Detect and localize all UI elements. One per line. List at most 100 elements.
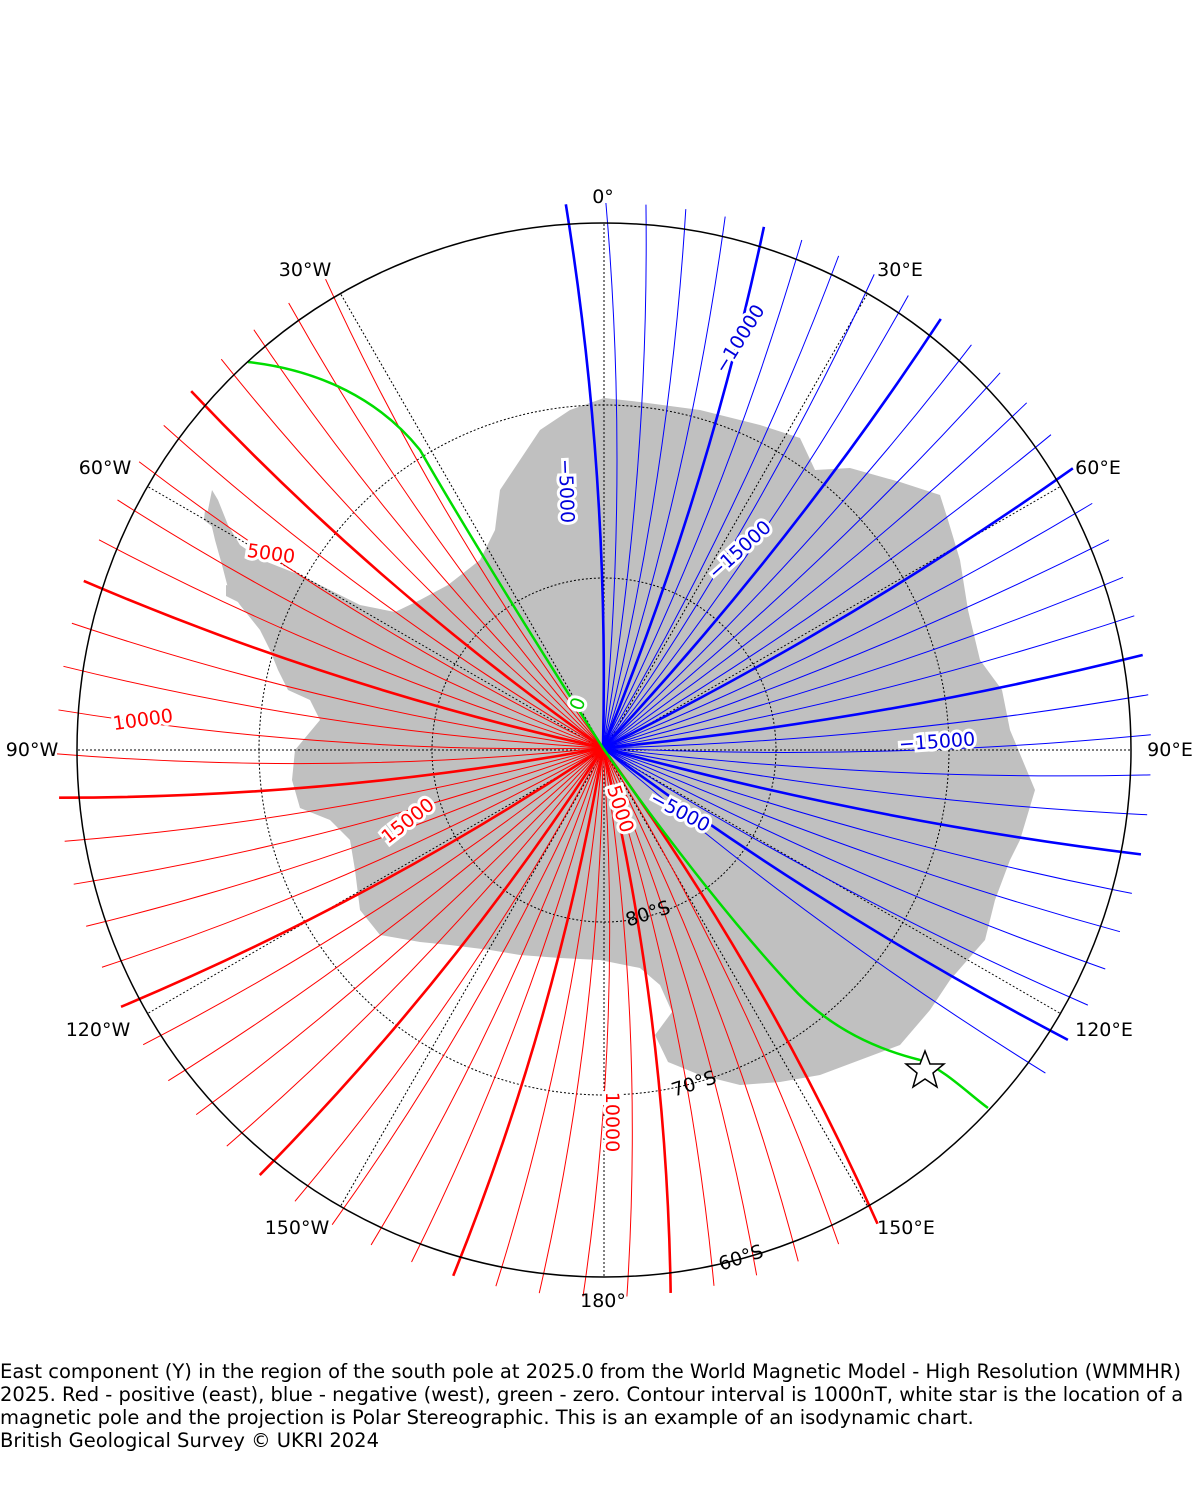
contour-label-pos-10000-a: 10000 <box>112 705 175 735</box>
lon-label-150e: 150°E <box>877 1217 935 1239</box>
negative-contour-line <box>602 746 1069 1042</box>
negative-contour-line <box>602 694 1149 749</box>
positive-contour-line <box>602 747 715 1286</box>
positive-contour-line <box>195 747 604 1115</box>
positive-contour-line <box>120 746 604 1008</box>
positive-contour-line <box>602 747 840 1245</box>
contour-label-neg-5000-a: −5000 <box>554 458 578 523</box>
zero-contour-line-east <box>601 747 989 1110</box>
lon-label-30e: 30°E <box>877 259 923 281</box>
positive-contour-line <box>63 665 604 749</box>
negative-contour-line <box>602 239 803 749</box>
positive-contour-line <box>370 747 604 1246</box>
map-boundary <box>76 222 1132 1278</box>
positive-contour-line <box>71 622 604 749</box>
positive-contour-line <box>253 329 604 749</box>
lat-label-70s: 70°S <box>669 1066 719 1101</box>
negative-contour-line <box>602 747 1148 816</box>
negative-contour-line <box>602 402 1028 749</box>
positive-contour-line <box>101 747 604 968</box>
negative-contour-line <box>602 344 972 749</box>
contour-label-pos-10000-b: 10000 <box>601 1092 623 1152</box>
negative-contour-line <box>602 216 726 749</box>
zero-contour <box>247 360 989 1110</box>
positive-contour-line <box>117 499 604 749</box>
positive-contour-line <box>602 747 633 1297</box>
positive-contour-line <box>452 747 605 1277</box>
negative-contour-line <box>602 318 942 749</box>
negative-contour-line <box>602 747 1089 1006</box>
positive-contour-line <box>258 747 605 1177</box>
negative-contour-line <box>602 747 1106 970</box>
negative-contour-line <box>602 274 875 749</box>
negative-contour-line <box>602 747 1046 1074</box>
negative-contour-line <box>602 747 1121 933</box>
negative-contour-line <box>602 747 1132 894</box>
positive-contour-line <box>411 747 604 1263</box>
positive-contour-line <box>73 747 604 885</box>
lon-label-90w: 90°W <box>6 739 59 761</box>
positive-contour-line <box>98 539 604 749</box>
positive-contour-line <box>59 746 604 799</box>
lon-label-120e: 120°E <box>1075 1019 1133 1041</box>
positive-contour-line <box>325 278 604 749</box>
negative-contour-line <box>602 576 1124 749</box>
negative-contour-line <box>602 734 1151 753</box>
positive-contour-line <box>602 747 758 1276</box>
negative-contour-line <box>602 434 1052 749</box>
zero-contour-line-west <box>247 360 605 749</box>
lon-label-180: 180° <box>580 1290 626 1312</box>
caption-credit: British Geological Survey © UKRI 2024 <box>0 1429 379 1452</box>
negative-contour-line <box>564 204 606 749</box>
lon-label-0: 0° <box>592 186 614 208</box>
negative-contour-line <box>601 226 766 749</box>
negative-contour-line <box>602 295 909 749</box>
negative-contour-line <box>602 255 840 749</box>
antarctic-peninsula-islands <box>204 510 242 602</box>
positive-contour-line <box>190 390 604 750</box>
lon-label-120w: 120°W <box>66 1019 131 1041</box>
positive-contour-line <box>495 747 604 1287</box>
negative-contour-line <box>602 372 1001 749</box>
positive-contours <box>56 278 879 1297</box>
lon-label-150w: 150°W <box>265 1217 330 1239</box>
lat-label-60s: 60°S <box>716 1240 766 1275</box>
positive-contour-line <box>602 747 799 1262</box>
positive-contour-line <box>56 747 604 765</box>
contour-label-neg-10000: −10000 <box>710 301 769 377</box>
lon-label-90e: 90°E <box>1147 739 1193 761</box>
negative-contour-line <box>602 204 647 749</box>
positive-contour-line <box>168 747 604 1082</box>
negative-contour-line <box>602 202 618 749</box>
negative-contour-line <box>602 209 687 749</box>
positive-contour-line <box>64 747 604 842</box>
lon-label-60w: 60°W <box>79 457 132 479</box>
positive-contour-line <box>83 579 604 750</box>
polar-map: 0° 30°E 60°E 90°E 120°E 150°E 180° 150°W… <box>6 186 1193 1312</box>
positive-contour-line <box>601 747 672 1293</box>
positive-contour-line <box>138 461 604 749</box>
star-icon <box>903 1048 947 1089</box>
negative-contour-line <box>602 502 1093 749</box>
negative-contour-line <box>602 615 1135 749</box>
negative-contour-line <box>602 653 1144 750</box>
positive-contour-line <box>86 747 604 927</box>
lon-label-30w: 30°W <box>279 259 332 281</box>
positive-contour-line <box>582 747 611 1297</box>
positive-contour-line <box>538 747 604 1294</box>
figure-caption: East component (Y) in the region of the … <box>0 1360 1200 1452</box>
positive-contour-line <box>331 747 604 1225</box>
negative-contour-line <box>602 747 1151 777</box>
negative-contour-line <box>602 539 1110 749</box>
caption-text: East component (Y) in the region of the … <box>0 1360 1184 1429</box>
negative-contour-line <box>602 746 1142 856</box>
positive-contour-line <box>163 425 604 749</box>
meridian-labels: 0° 30°E 60°E 90°E 120°E 150°E 180° 150°W… <box>6 186 1193 1312</box>
positive-contour-line <box>226 747 604 1147</box>
positive-contour-line <box>288 302 604 749</box>
positive-contour-line <box>294 747 604 1202</box>
positive-contour-line <box>58 709 604 750</box>
negative-contour-line <box>602 467 1074 750</box>
lon-label-60e: 60°E <box>1075 457 1121 479</box>
positive-contour-line <box>220 358 604 749</box>
